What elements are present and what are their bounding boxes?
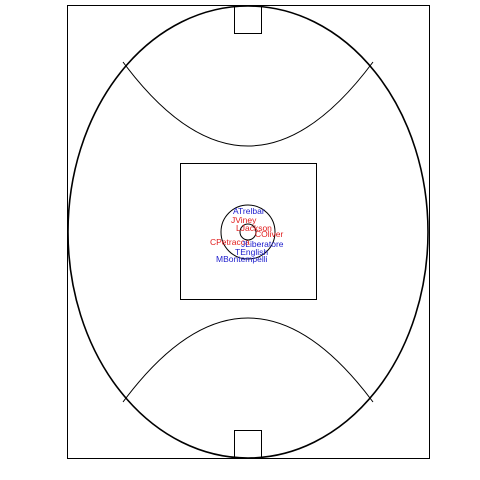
goal-square-top (234, 5, 262, 34)
player-label: JLiberatore (241, 239, 284, 249)
player-label: MBontempelli (216, 254, 268, 264)
goal-square-bottom (234, 430, 262, 459)
centre-square (180, 163, 317, 300)
player-label: JViney (231, 215, 257, 225)
player-label: LJackson (236, 223, 272, 233)
player-labels: ATrelbar JViney LJackson COliver CPetrac… (210, 206, 284, 264)
player-label: COliver (255, 229, 284, 239)
player-label: CPetracca (210, 237, 250, 247)
fifty-metre-arc-top (122, 61, 374, 147)
centre-circle-inner (239, 223, 257, 241)
player-label: TEnglish (235, 247, 268, 257)
player-label: ATrelbar (233, 206, 265, 216)
centre-circle-outer (220, 204, 276, 260)
fifty-metre-arc-bottom (122, 317, 374, 403)
